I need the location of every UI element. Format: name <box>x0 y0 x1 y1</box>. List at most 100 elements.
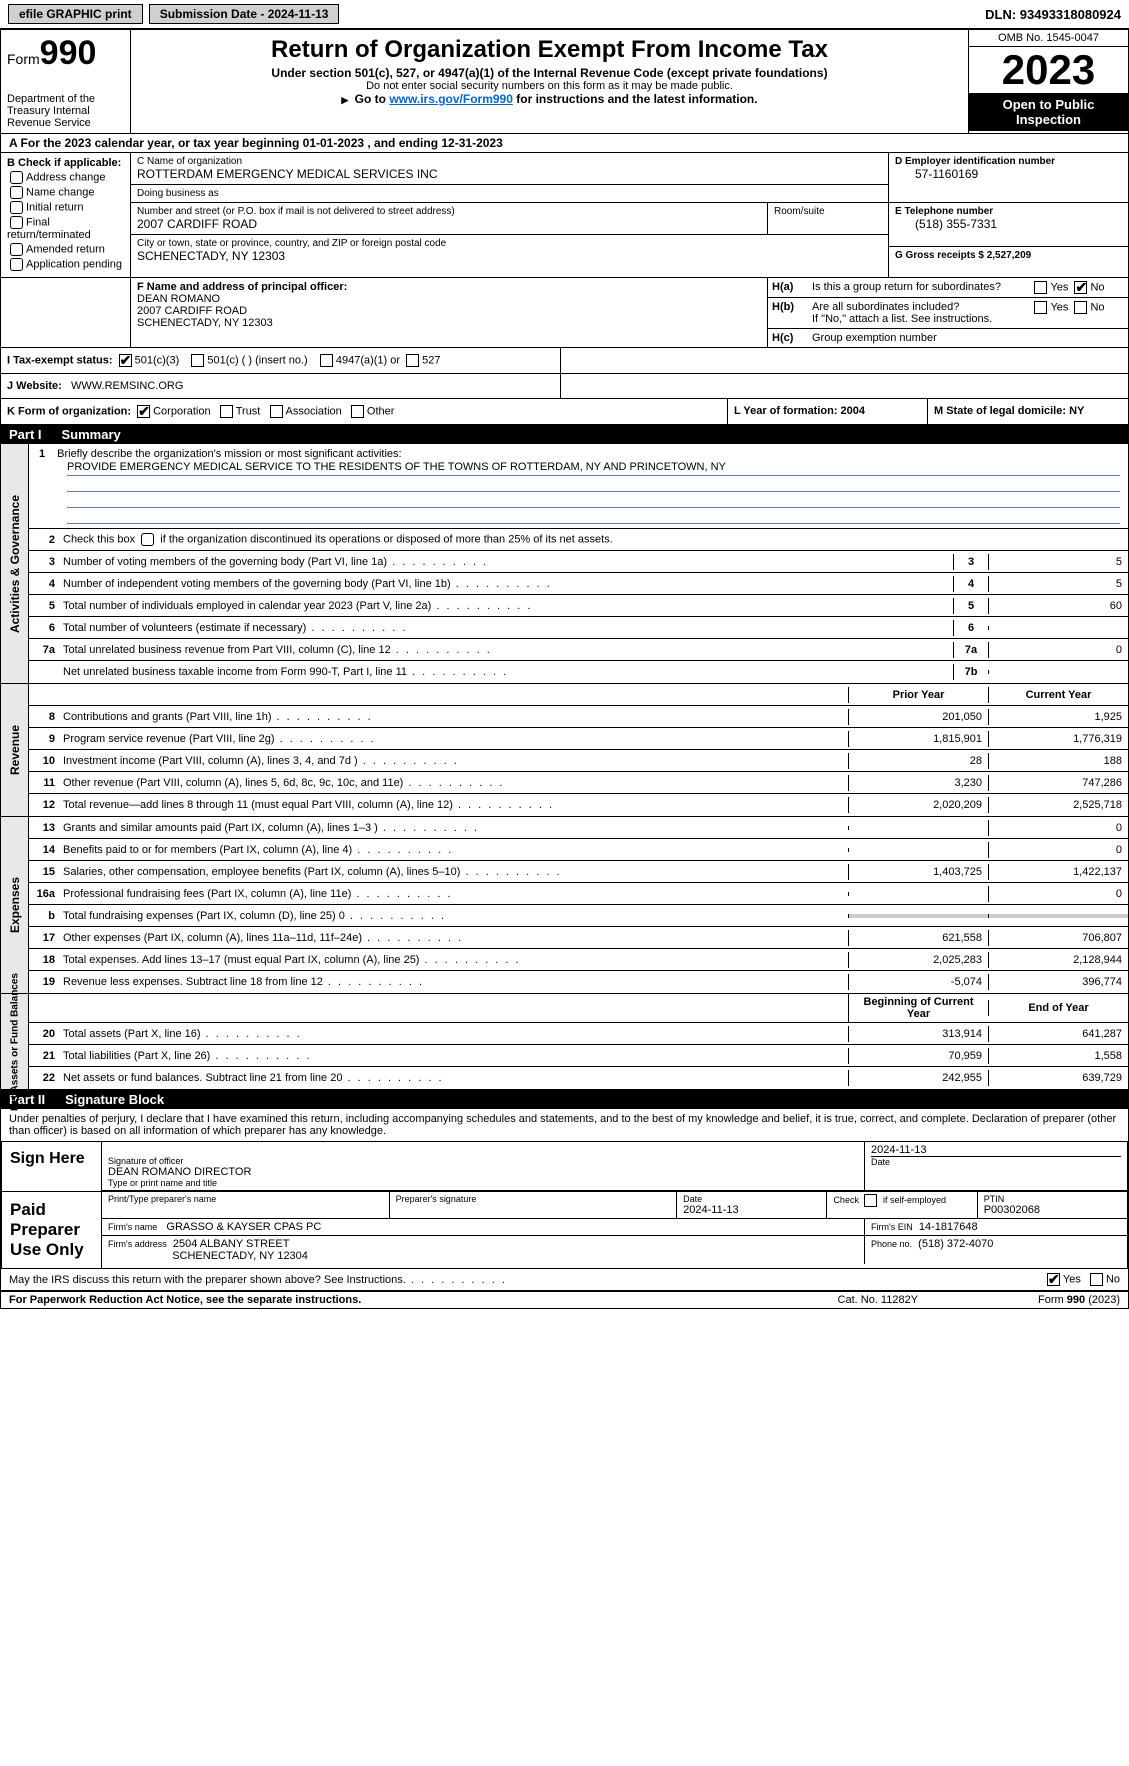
chk-initial-return[interactable] <box>10 201 23 214</box>
form-year-block: OMB No. 1545-0047 2023 Open to Public In… <box>968 30 1128 133</box>
chk-self-employed[interactable] <box>864 1194 877 1207</box>
chk-discuss-no[interactable] <box>1090 1273 1103 1286</box>
footer-paperwork: For Paperwork Reduction Act Notice, see … <box>9 1294 361 1306</box>
chk-4947[interactable] <box>320 354 333 367</box>
sig-officer-label: Signature of officer <box>108 1156 858 1166</box>
sig-date-label: Date <box>871 1157 1121 1167</box>
chk-hb-yes[interactable] <box>1034 301 1047 314</box>
line-1-num: 1 <box>39 448 45 460</box>
revenue-section: Revenue Prior Year Current Year 8 Contri… <box>1 684 1128 817</box>
opt-name-change: Name change <box>26 186 95 198</box>
chk-ha-yes[interactable] <box>1034 281 1047 294</box>
chk-discontinued[interactable] <box>141 533 154 546</box>
line-num: 14 <box>29 842 59 858</box>
opt-application-pending: Application pending <box>26 258 122 270</box>
firm-addr2: SCHENECTADY, NY 12304 <box>172 1250 308 1262</box>
line-num: 20 <box>29 1026 59 1042</box>
city-value: SCHENECTADY, NY 12303 <box>137 249 882 263</box>
form-id-block: Form990 Department of the Treasury Inter… <box>1 30 131 133</box>
opt-association: Association <box>286 405 342 417</box>
line-current: 1,776,319 <box>988 731 1128 747</box>
line-text: Professional fundraising fees (Part IX, … <box>59 886 848 902</box>
top-toolbar: efile GRAPHIC print Submission Date - 20… <box>0 0 1129 29</box>
page-footer: For Paperwork Reduction Act Notice, see … <box>1 1291 1128 1308</box>
line-text: Revenue less expenses. Subtract line 18 … <box>59 974 848 990</box>
line-prior: 1,403,725 <box>848 864 988 880</box>
line-prior: 2,025,283 <box>848 952 988 968</box>
mission-blank-2 <box>67 492 1120 508</box>
city-label: City or town, state or province, country… <box>137 238 882 249</box>
line-num: 17 <box>29 930 59 946</box>
opt-527: 527 <box>422 354 440 366</box>
summary-line: 3 Number of voting members of the govern… <box>29 551 1128 573</box>
department-label: Department of the Treasury Internal Reve… <box>7 93 124 129</box>
line-num: 19 <box>29 974 59 990</box>
chk-name-change[interactable] <box>10 186 23 199</box>
form-label: Form <box>7 51 40 67</box>
form-title: Return of Organization Exempt From Incom… <box>139 36 960 64</box>
line-box: 3 <box>953 554 988 570</box>
chk-address-change[interactable] <box>10 171 23 184</box>
line-prior: 3,230 <box>848 775 988 791</box>
efile-print-button[interactable]: efile GRAPHIC print <box>8 4 143 24</box>
chk-ha-no[interactable] <box>1074 281 1087 294</box>
chk-hb-no[interactable] <box>1074 301 1087 314</box>
line-num: 4 <box>29 576 59 592</box>
mission-text: PROVIDE EMERGENCY MEDICAL SERVICE TO THE… <box>67 460 1120 476</box>
chk-amended-return[interactable] <box>10 243 23 256</box>
h-c-label: H(c) <box>768 329 808 347</box>
mission-blank-1 <box>67 476 1120 492</box>
line-text: Total unrelated business revenue from Pa… <box>59 642 953 658</box>
chk-association[interactable] <box>270 405 283 418</box>
sidebar-activities-label: Activities & Governance <box>8 494 22 632</box>
summary-line: 12 Total revenue—add lines 8 through 11 … <box>29 794 1128 816</box>
chk-application-pending[interactable] <box>10 258 23 271</box>
goto-prefix: Go to <box>355 92 390 106</box>
line-text: Total fundraising expenses (Part IX, col… <box>59 908 848 924</box>
prep-date-value: 2024-11-13 <box>683 1204 820 1216</box>
chk-other[interactable] <box>351 405 364 418</box>
chk-527[interactable] <box>406 354 419 367</box>
summary-line: 22 Net assets or fund balances. Subtract… <box>29 1067 1128 1089</box>
year-formation: L Year of formation: 2004 <box>734 405 865 417</box>
chk-501c3[interactable] <box>119 354 132 367</box>
line-prior: 2,020,209 <box>848 797 988 813</box>
line-text: Investment income (Part VIII, column (A)… <box>59 753 848 769</box>
line-text: Total assets (Part X, line 16) <box>59 1026 848 1042</box>
chk-501c[interactable] <box>191 354 204 367</box>
line-num: 3 <box>29 554 59 570</box>
mission-blank-3 <box>67 508 1120 524</box>
ein-label: D Employer identification number <box>895 156 1122 167</box>
footer-form-num: 990 <box>1067 1294 1085 1306</box>
line-current: 1,925 <box>988 709 1128 725</box>
dba-label: Doing business as <box>137 188 882 199</box>
line-text: Total number of individuals employed in … <box>59 598 953 614</box>
line-prior <box>848 914 988 918</box>
activities-governance-section: Activities & Governance 1Briefly describ… <box>1 444 1128 684</box>
line-text: Net assets or fund balances. Subtract li… <box>59 1070 848 1086</box>
officer-addr1: 2007 CARDIFF ROAD <box>137 305 761 317</box>
line-box: 5 <box>953 598 988 614</box>
website-value: WWW.REMSINC.ORG <box>71 380 183 392</box>
paid-preparer-label: Paid Preparer Use Only <box>2 1192 102 1268</box>
chk-trust[interactable] <box>220 405 233 418</box>
line-text: Number of voting members of the governin… <box>59 554 953 570</box>
chk-corporation[interactable] <box>137 405 150 418</box>
summary-line: 20 Total assets (Part X, line 16) 313,91… <box>29 1023 1128 1045</box>
firm-addr-label: Firm's address <box>108 1239 167 1249</box>
chk-final-return[interactable] <box>10 216 23 229</box>
part-1-title: Summary <box>62 427 121 442</box>
line-num: 5 <box>29 598 59 614</box>
irs-form990-link[interactable]: www.irs.gov/Form990 <box>389 92 513 106</box>
penalties-text: Under penalties of perjury, I declare th… <box>1 1109 1128 1141</box>
summary-line: 9 Program service revenue (Part VIII, li… <box>29 728 1128 750</box>
line-num: 15 <box>29 864 59 880</box>
chk-discuss-yes[interactable] <box>1047 1273 1060 1286</box>
col-beginning-year: Beginning of Current Year <box>848 994 988 1022</box>
line-current: 706,807 <box>988 930 1128 946</box>
line-text: Total liabilities (Part X, line 26) <box>59 1048 848 1064</box>
box-b-title: B Check if applicable: <box>7 157 124 169</box>
opt-501c: 501(c) ( ) (insert no.) <box>207 354 307 366</box>
line-current <box>988 914 1128 918</box>
line-prior: 621,558 <box>848 930 988 946</box>
